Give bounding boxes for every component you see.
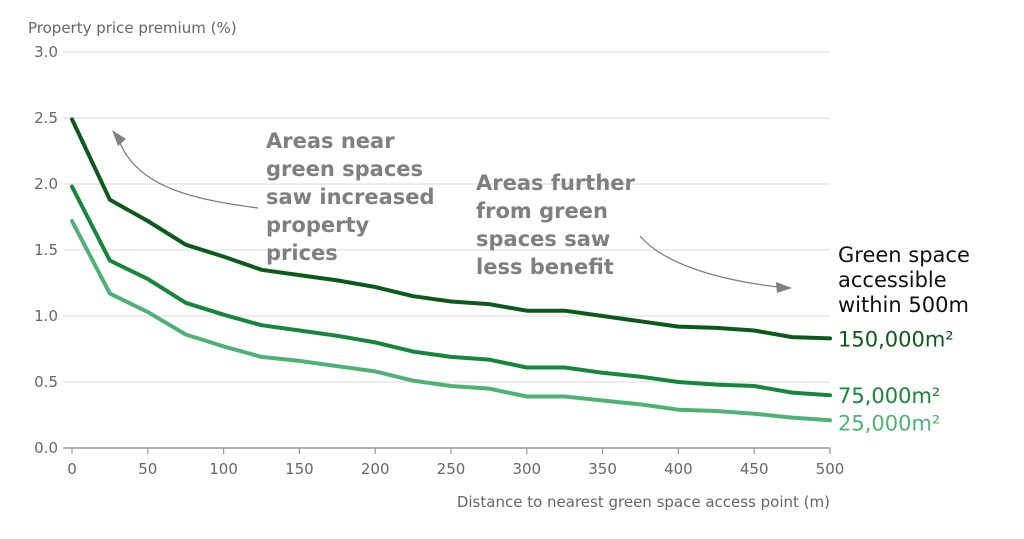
- series-label-2: 75,000m²: [838, 384, 940, 408]
- x-tick-label: 150: [285, 460, 314, 478]
- annotation-2-arrow: [639, 235, 779, 288]
- annotation-1-line: green spaces: [266, 157, 423, 181]
- y-tick-label: 0.0: [34, 439, 58, 457]
- x-tick-label: 0: [67, 460, 77, 478]
- y-axis-title: Property price premium (%): [28, 19, 237, 37]
- legend-title-line: within 500m: [838, 293, 969, 317]
- y-tick-label: 3.0: [34, 43, 58, 61]
- y-tick-label: 0.5: [34, 373, 58, 391]
- annotation-1-line: saw increased: [266, 185, 435, 209]
- annotation-2-line: from green: [476, 199, 608, 223]
- x-axis-ticks: 0 50 100 150 200 250 300 350 400 450 500: [67, 448, 844, 478]
- legend-title-line: accessible: [838, 268, 947, 292]
- annotation-2-line: spaces saw: [476, 227, 610, 251]
- x-tick-label: 450: [740, 460, 769, 478]
- series-line-2: [70, 184, 832, 398]
- annotation-1-line: Areas near: [266, 129, 395, 153]
- x-axis-title: Distance to nearest green space access p…: [457, 493, 830, 511]
- x-tick-label: 250: [437, 460, 466, 478]
- x-tick-label: 100: [209, 460, 238, 478]
- legend-title-line: Green space: [838, 243, 970, 267]
- annotation-2-line: less benefit: [476, 255, 614, 279]
- series-line-1: [70, 117, 832, 341]
- annotation-2-line: Areas further: [476, 171, 636, 195]
- series-label-1: 150,000m²: [838, 327, 954, 351]
- y-axis-ticks: 0.0 0.5 1.0 1.5 2.0 2.5 3.0: [34, 43, 58, 457]
- annotation-1-arrow: [119, 142, 259, 209]
- x-tick-label: 300: [512, 460, 541, 478]
- annotation-1-line: prices: [266, 241, 338, 265]
- y-tick-label: 2.5: [34, 109, 58, 127]
- gridlines: [63, 51, 830, 449]
- series-label-3: 25,000m²: [838, 411, 940, 435]
- x-tick-label: 500: [816, 460, 845, 478]
- series-lines: [70, 117, 832, 423]
- annotation-1-line: property: [266, 213, 369, 237]
- x-tick-label: 350: [588, 460, 617, 478]
- annotation-1-arrowhead: [112, 130, 126, 146]
- x-tick-label: 200: [361, 460, 390, 478]
- x-tick-label: 50: [138, 460, 157, 478]
- series-line-3: [70, 219, 832, 423]
- annotation-2-arrowhead: [776, 282, 792, 293]
- x-tick-label: 400: [664, 460, 693, 478]
- annotations: Areas near green spaces saw increased prope…: [112, 129, 792, 293]
- y-tick-label: 2.0: [34, 175, 58, 193]
- y-tick-label: 1.5: [34, 241, 58, 259]
- y-tick-label: 1.0: [34, 307, 58, 325]
